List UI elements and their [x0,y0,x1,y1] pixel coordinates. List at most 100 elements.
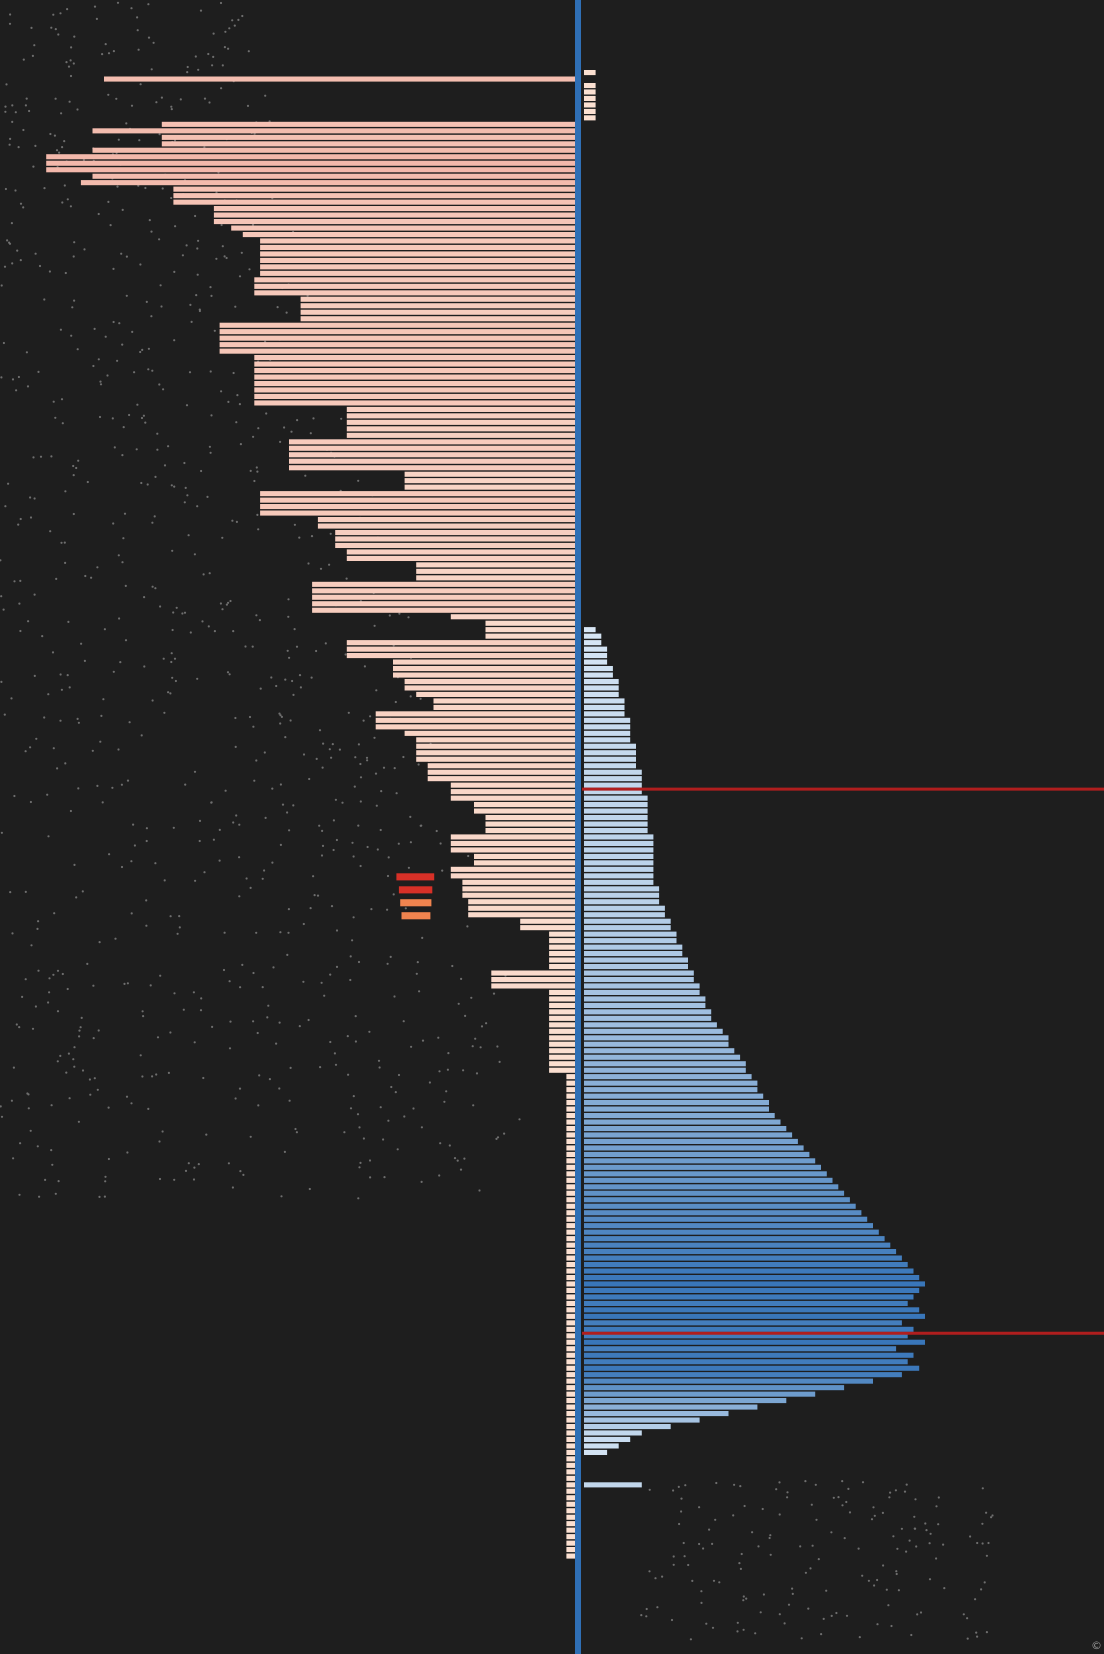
scatter-point [43,187,46,190]
bar-left [566,1482,578,1488]
bar-left [254,381,579,387]
scatter-point [283,1150,286,1153]
scatter-point [145,899,148,902]
scatter-point [896,1547,899,1550]
scatter-point [92,984,95,987]
scatter-point [66,674,69,677]
bar-right [584,1067,746,1073]
bar-right [584,1346,897,1352]
scatter-point [397,1073,401,1077]
scatter-point [173,992,176,995]
scatter-point [19,629,22,633]
bar-right [584,1171,827,1177]
scatter-point [10,1099,13,1102]
scatter-point [158,238,161,241]
bar-left [549,1067,578,1073]
bar-right [584,1326,914,1332]
bar-left [566,1275,578,1281]
bar-right [584,1028,723,1034]
scatter-point [10,697,13,700]
scatter-point [409,695,412,698]
bar-right [584,892,660,898]
scatter-point [24,890,27,894]
scatter-point [80,642,83,645]
scatter-point [295,645,299,648]
scatter-point [743,1504,746,1508]
bar-left [566,1521,578,1527]
scatter-point [463,1157,466,1160]
scatter-point [258,1074,261,1077]
scatter-point [101,53,104,56]
scatter-point [925,1529,928,1532]
scatter-point [346,1035,349,1038]
bar-right [584,886,660,892]
scatter-point [447,1052,450,1055]
scatter-point [163,464,167,467]
scatter-point [232,821,235,824]
bar-right [584,1281,925,1287]
scatter-point [154,587,157,590]
bar-right [584,1132,793,1138]
scatter-point [386,874,390,878]
scatter-point [913,1515,916,1518]
scatter-point [835,1611,838,1615]
scatter-point [341,801,344,804]
bar-left [549,1022,578,1028]
scatter-point [754,1632,757,1635]
scatter-point [188,371,192,374]
bar-right [584,717,631,723]
scatter-point [276,306,279,309]
bar-right [584,1275,920,1281]
scatter-point [68,686,71,689]
bar-left [491,977,578,983]
scatter-point [209,370,212,373]
bar-left [231,225,578,231]
scatter-point [257,427,260,430]
bar-right [584,815,648,821]
scatter-point [475,1072,479,1075]
scatter-point [861,1481,865,1484]
scatter-point [102,698,105,701]
scatter-point [518,1118,521,1121]
bar-right [584,1411,729,1417]
scatter-point [112,670,115,673]
scatter-point [72,255,75,258]
scatter-point [718,1581,721,1584]
scatter-point [73,1046,76,1049]
scatter-point [278,1021,281,1024]
scatter-point [130,1102,133,1105]
scatter-point [885,1588,888,1591]
scatter-point [181,612,184,615]
bar-left [566,1469,578,1475]
scatter-point [64,762,67,765]
scatter-point [92,364,95,368]
scatter-point [67,620,70,624]
bar-left [393,666,578,672]
scatter-point [231,1186,234,1189]
scatter-point [41,635,44,638]
bar-left [549,1015,578,1021]
scatter-point [736,1630,739,1633]
scatter-point [174,225,177,228]
scatter-point [905,1550,908,1553]
bar-right [584,1333,908,1339]
scatter-point [39,455,43,458]
scatter-point [111,786,114,789]
bar-left [416,562,578,568]
bar-left [312,581,578,587]
bar-right [584,951,683,957]
scatter-point [280,715,283,719]
scatter-point [147,3,150,6]
bar-left [254,290,579,296]
scatter-point [349,955,352,958]
scatter-point [238,856,241,859]
scatter-point [354,1040,357,1043]
scatter-point [169,1031,172,1034]
bar-right [584,983,700,989]
scatter-point [196,505,199,508]
scatter-point [359,864,362,868]
bar-right [584,1404,758,1410]
scatter-point [121,561,124,564]
scatter-point [745,1597,748,1600]
bar-left [485,627,578,633]
